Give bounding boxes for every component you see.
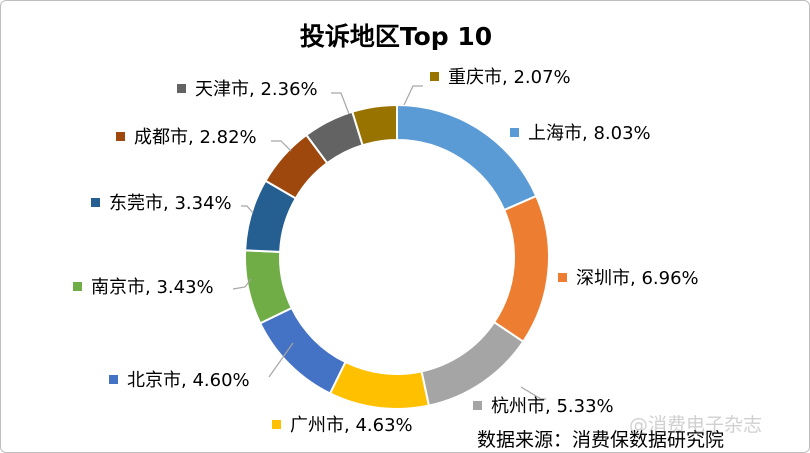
data-label-text: 深圳市, 6.96% bbox=[576, 268, 699, 289]
data-label-3: 广州市, 4.63% bbox=[272, 415, 413, 437]
legend-marker-9 bbox=[430, 71, 439, 81]
data-label-2: 杭州市, 5.33% bbox=[473, 396, 614, 418]
data-label-text: 杭州市, 5.33% bbox=[491, 396, 614, 417]
legend-marker-5 bbox=[73, 281, 82, 291]
data-label-8: 天津市, 2.36% bbox=[177, 79, 318, 101]
leader-line-7 bbox=[271, 140, 292, 152]
data-label-text: 东莞市, 3.34% bbox=[109, 193, 232, 214]
data-label-1: 深圳市, 6.96% bbox=[558, 268, 699, 290]
legend-marker-2 bbox=[473, 400, 482, 410]
leader-line-4 bbox=[268, 342, 294, 378]
data-label-text: 成都市, 2.82% bbox=[134, 127, 257, 148]
donut-slice-4 bbox=[258, 306, 347, 395]
data-label-text: 天津市, 2.36% bbox=[195, 79, 318, 100]
data-label-7: 成都市, 2.82% bbox=[116, 127, 257, 149]
legend-marker-8 bbox=[177, 83, 186, 93]
data-label-5: 南京市, 3.43% bbox=[73, 277, 214, 299]
data-label-4: 北京市, 4.60% bbox=[109, 370, 250, 392]
leader-line-6 bbox=[241, 205, 254, 214]
donut-slice-9 bbox=[351, 103, 398, 147]
leader-line-9 bbox=[403, 85, 423, 106]
leader-line-5 bbox=[232, 278, 252, 290]
donut-slice-3 bbox=[328, 360, 431, 410]
leader-line-2 bbox=[520, 386, 546, 400]
data-label-0: 上海市, 8.03% bbox=[510, 123, 651, 145]
chart-title: 投诉地区Top 10 bbox=[299, 22, 493, 51]
data-label-text: 重庆市, 2.07% bbox=[448, 67, 571, 88]
data-label-text: 北京市, 4.60% bbox=[127, 370, 250, 391]
donut-slice-0 bbox=[396, 103, 538, 212]
donut-slice-1 bbox=[492, 194, 550, 344]
donut-slice-5 bbox=[244, 249, 294, 325]
donut-slice-2 bbox=[420, 320, 525, 407]
watermark: @消费电子杂志 bbox=[629, 414, 763, 436]
data-label-text: 广州市, 4.63% bbox=[290, 415, 413, 436]
data-label-6: 东莞市, 3.34% bbox=[91, 193, 232, 215]
legend-marker-0 bbox=[510, 127, 519, 137]
legend-marker-1 bbox=[558, 272, 567, 282]
legend-marker-4 bbox=[109, 374, 118, 384]
legend-marker-3 bbox=[272, 419, 281, 429]
legend-marker-6 bbox=[91, 197, 100, 207]
data-label-9: 重庆市, 2.07% bbox=[430, 67, 571, 89]
data-label-text: 南京市, 3.43% bbox=[91, 277, 214, 298]
source-note: 数据来源：消费保数据研究院 bbox=[477, 429, 725, 451]
legend-marker-7 bbox=[116, 131, 125, 141]
data-label-text: 上海市, 8.03% bbox=[528, 123, 651, 144]
leader-line-8 bbox=[331, 92, 350, 115]
